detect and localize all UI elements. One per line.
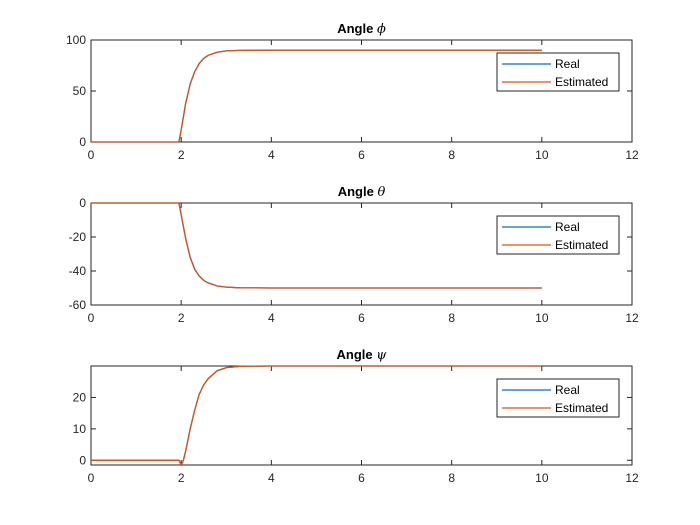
subplot-1: 0 2 4 6 8 10 12 0 50 100 Angle ϕ Real Estimated — [66, 21, 639, 162]
subplot-title-symbol: θ — [377, 185, 385, 200]
x-tick-label: 12 — [625, 148, 639, 162]
subplot-title: Angle ϕ — [337, 21, 386, 37]
x-tick-label: 12 — [625, 311, 639, 325]
x-tick-label: 2 — [178, 311, 185, 325]
subplot-title-prefix: Angle — [337, 347, 373, 362]
subplot-title-symbol: ϕ — [377, 22, 386, 37]
x-tick-label: 2 — [178, 471, 185, 485]
x-tick-label: 10 — [535, 148, 549, 162]
y-tick-label: 100 — [66, 33, 86, 47]
subplot-3: 0 2 4 6 8 10 12 0 10 20 Angle ψ Real Estimated — [73, 347, 639, 485]
subplot-title-prefix: Angle — [338, 184, 374, 199]
legend: Real Estimated — [496, 52, 620, 92]
x-tick-label: 4 — [268, 148, 275, 162]
x-tick-label: 10 — [535, 311, 549, 325]
y-tick-label: 20 — [73, 390, 87, 404]
subplot-title: Angle θ — [338, 184, 386, 200]
x-tick-label: 12 — [625, 471, 639, 485]
legend-label-estimated: Estimated — [555, 401, 608, 415]
x-tick-label: 6 — [358, 471, 365, 485]
legend: Real Estimated — [496, 215, 620, 255]
legend-label-real: Real — [555, 220, 580, 234]
legend-box — [496, 378, 620, 418]
x-tick-label: 4 — [268, 471, 275, 485]
legend-label-estimated: Estimated — [555, 238, 608, 252]
legend-label-real: Real — [555, 383, 580, 397]
y-tick-label: 0 — [79, 196, 86, 210]
series-line-estimated — [91, 202, 542, 289]
x-tick-label: 0 — [88, 148, 95, 162]
x-tick-label: 10 — [535, 471, 549, 485]
legend-label-estimated: Estimated — [555, 75, 608, 89]
y-tick-label: 0 — [79, 453, 86, 467]
subplot-title-prefix: Angle — [337, 21, 373, 36]
series-line-estimated — [91, 365, 542, 467]
x-tick-label: 8 — [448, 311, 455, 325]
legend: Real Estimated — [496, 378, 620, 418]
x-tick-label: 2 — [178, 148, 185, 162]
y-tick-label: 50 — [73, 84, 87, 98]
x-tick-label: 0 — [88, 311, 95, 325]
y-tick-label: 10 — [73, 422, 87, 436]
series-line-estimated — [91, 49, 542, 143]
x-tick-label: 8 — [448, 471, 455, 485]
legend-box — [496, 215, 620, 255]
y-tick-label: -60 — [69, 298, 87, 312]
y-tick-label: 0 — [79, 135, 86, 149]
x-tick-label: 8 — [448, 148, 455, 162]
y-tick-label: -40 — [69, 264, 87, 278]
legend-box — [496, 52, 620, 92]
subplot-title: Angle ψ — [337, 347, 388, 363]
x-tick-label: 6 — [358, 148, 365, 162]
x-tick-label: 4 — [268, 311, 275, 325]
x-tick-label: 0 — [88, 471, 95, 485]
subplot-title-symbol: ψ — [376, 348, 387, 363]
subplot-2: 0 2 4 6 8 10 12 -60 -40 -20 0 Angle θ Real Estimated — [69, 184, 639, 325]
legend-label-real: Real — [555, 57, 580, 71]
y-tick-label: -20 — [69, 230, 87, 244]
x-tick-label: 6 — [358, 311, 365, 325]
